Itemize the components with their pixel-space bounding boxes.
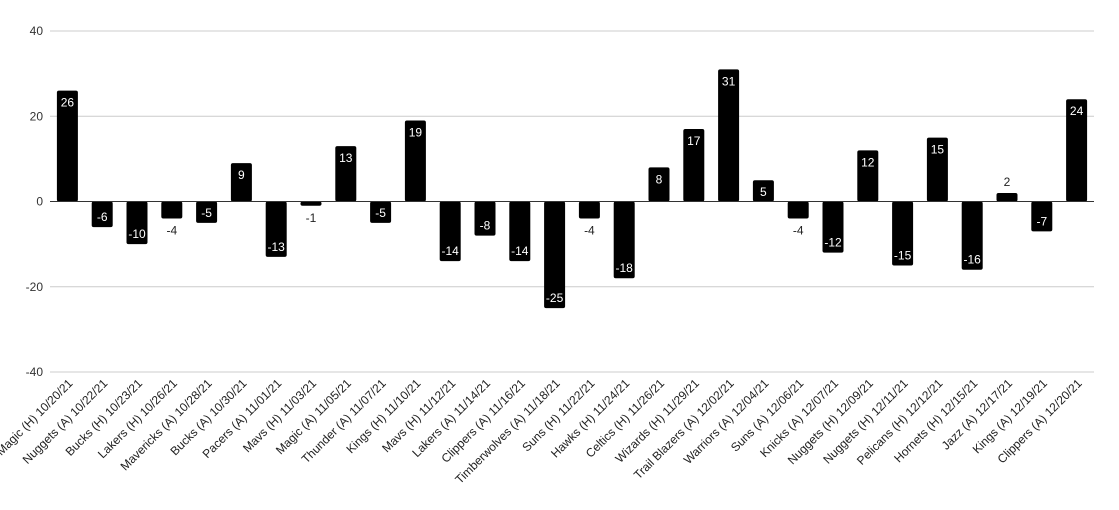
data-label: 26 [61,96,75,110]
data-label: -18 [616,261,634,275]
data-label: 2 [1004,175,1011,189]
data-label: -14 [511,244,529,258]
data-label: 19 [409,126,423,140]
data-label: -4 [793,224,804,238]
bar [787,201,809,219]
data-label: -16 [964,253,982,267]
data-label: 12 [861,155,875,169]
y-tick-label: -20 [26,280,44,294]
data-label: -12 [824,236,842,250]
data-label: 24 [1070,104,1084,118]
bar [544,201,566,309]
data-label: -6 [97,210,108,224]
bar [56,90,78,202]
data-label: 15 [931,143,945,157]
y-tick-label: 40 [30,24,44,38]
data-label: -25 [546,291,564,305]
data-label: -15 [894,248,912,262]
bar [926,137,948,202]
bar [613,201,635,279]
bar [370,201,392,223]
bar [1031,201,1053,232]
data-label: 31 [722,74,736,88]
bar [822,201,844,253]
data-label: -7 [1036,214,1047,228]
bar [91,201,113,228]
bar [265,201,287,257]
bar [439,201,461,262]
bar [892,201,914,266]
bar [474,201,496,236]
data-label: -14 [442,244,460,258]
bar [718,69,740,202]
y-tick-label: 20 [30,109,44,123]
bar [752,180,774,202]
y-tick-label: 0 [36,195,43,209]
data-label: 9 [238,168,245,182]
bar [126,201,148,245]
bar [683,129,705,202]
bar [196,201,218,223]
bar [648,167,670,202]
bars [56,69,1088,309]
data-label: -13 [268,240,286,254]
data-label: 8 [656,172,663,186]
data-label: 5 [760,185,767,199]
data-label: -4 [166,224,177,238]
data-label: -5 [375,206,386,220]
data-labels: 26 -6 -10 -4 -5 9 -13 -1 13 -5 19 -14 -8 -14 -25 -4 -18 8… [61,74,1084,305]
bar [335,146,357,202]
y-gridlines [50,30,1094,373]
bar [404,120,426,202]
data-label: -4 [584,224,595,238]
y-axis: -40 -20 0 20 40 [26,24,44,379]
bar [857,150,879,202]
bar [996,192,1018,202]
bar [300,201,322,206]
bar [578,201,600,219]
data-label: 13 [339,151,353,165]
bar [961,201,983,270]
data-label: -8 [480,219,491,233]
data-label: -5 [201,206,212,220]
bar [161,201,183,219]
y-tick-label: -40 [26,365,44,379]
bar [230,163,252,202]
data-label: 17 [687,134,701,148]
bar [1066,99,1088,202]
data-label: -10 [128,227,146,241]
bar [509,201,531,262]
data-label: -1 [306,211,317,225]
